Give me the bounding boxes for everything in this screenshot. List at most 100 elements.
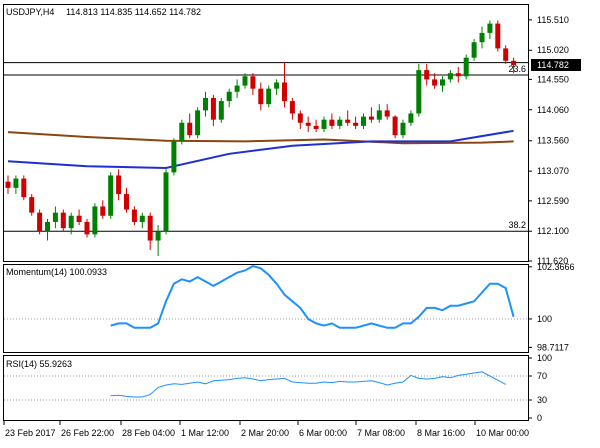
candle-body [100, 206, 106, 216]
x-tick-label: 7 Mar 08:00 [357, 428, 405, 438]
candle-body [218, 101, 224, 120]
price-y-tick-label: 112.100 [537, 226, 569, 236]
candle-body [147, 215, 153, 241]
candle-body [361, 116, 366, 126]
candle-body [21, 178, 27, 198]
candle-body [289, 101, 295, 114]
current-price-label: 114.782 [537, 60, 569, 70]
x-tick-label: 8 Mar 16:00 [417, 428, 465, 438]
candle-body [250, 76, 256, 89]
price-y-tick-label: 114.060 [537, 105, 569, 115]
candle-body [210, 97, 216, 120]
candle-body [274, 82, 280, 89]
x-tick-label: 28 Feb 04:00 [122, 428, 175, 438]
candle-body [384, 110, 390, 117]
candle-body [163, 172, 169, 232]
candle-body [68, 215, 74, 229]
candle-body [84, 221, 90, 235]
x-tick-label: 1 Mar 12:00 [181, 428, 229, 438]
candle-body [416, 70, 422, 114]
price-panel-ohlc-header: 114.813 114.835 114.652 114.782 [66, 7, 201, 17]
rsi-y-tick-label: 30 [537, 395, 547, 405]
rsi-y-tick-label: 70 [537, 371, 547, 381]
fib-level-label: 23.6 [508, 64, 526, 74]
rsi-panel-title: RSI(14) 55.9263 [6, 359, 72, 369]
candle-body [92, 206, 98, 235]
candle-body [297, 113, 303, 123]
price-y-tick-label: 114.550 [537, 74, 569, 84]
price-y-tick-label: 115.510 [537, 15, 569, 25]
candle-body [392, 116, 398, 136]
candle-body [471, 42, 477, 58]
candle-body [52, 212, 58, 222]
momentum-panel-title: Momentum(14) 100.0933 [6, 267, 107, 277]
fib-level-label: 38.2 [508, 220, 526, 230]
price-y-tick-label: 113.070 [537, 166, 569, 176]
price-y-tick-label: 111.620 [537, 256, 568, 266]
candle-body [329, 119, 335, 126]
candle-body [321, 119, 327, 129]
candle-body [37, 212, 43, 232]
candle-body [116, 175, 122, 195]
candle-body [353, 122, 359, 126]
candle-body [447, 73, 453, 80]
candle-body [45, 221, 50, 232]
candle-body [187, 122, 193, 136]
candle-body [108, 175, 114, 216]
price-panel-title: USDJPY,H4 [6, 7, 54, 17]
price-y-tick-label: 112.590 [537, 196, 569, 206]
candle-body [305, 122, 311, 126]
candle-body [5, 181, 11, 188]
momentum-y-tick-label: 102.3666 [537, 262, 575, 272]
momentum-panel: 102.3666 100 98.7117 [4, 262, 575, 352]
candle-body [131, 209, 137, 222]
rsi-panel-frame [3, 355, 529, 421]
candle-body [266, 88, 272, 105]
price-y-tick-label: 115.020 [537, 45, 569, 55]
rsi-panel: 100 70 30 0 [4, 353, 552, 423]
x-tick-label: 2 Mar 20:00 [241, 428, 289, 438]
candle-body [408, 113, 414, 123]
candle-body [487, 23, 493, 33]
candle-body [76, 215, 82, 222]
candle-body [234, 85, 240, 92]
price-panel-frame [3, 4, 529, 262]
candle-body [313, 125, 319, 129]
rsi-y-tick-label: 100 [537, 353, 552, 363]
candle-body [337, 119, 343, 126]
candle-body [400, 122, 406, 136]
x-axis: 23 Feb 2017 26 Feb 22:00 28 Feb 04:00 1 Mar… [3, 421, 529, 438]
momentum-panel-frame [3, 264, 529, 353]
price-y-tick-label: 113.560 [537, 136, 569, 146]
rsi-line [110, 371, 506, 398]
rsi-y-tick-label: 0 [537, 413, 542, 423]
candle-body [282, 82, 287, 102]
candle-body [455, 73, 461, 77]
x-tick-label: 26 Feb 22:00 [61, 428, 114, 438]
moving-average-line [7, 131, 514, 145]
candle-body [463, 57, 469, 77]
moving-average-line [7, 129, 514, 170]
price-panel: 115.510 115.020 114.550 114.060 113.560 113.0… [4, 15, 581, 266]
x-tick-label: 6 Mar 00:00 [299, 428, 347, 438]
momentum-y-tick-label: 98.7117 [537, 342, 569, 352]
candle-body [495, 23, 501, 49]
candle-body [376, 110, 382, 120]
x-tick-label: 23 Feb 2017 [5, 428, 56, 438]
candle-body [124, 194, 129, 210]
candle-body [479, 32, 485, 43]
candle-body [155, 231, 161, 241]
candle-body [432, 79, 438, 86]
candle-body [195, 110, 201, 136]
current-price-box [531, 59, 581, 72]
candle-body [60, 212, 66, 229]
momentum-y-tick-label: 100 [537, 314, 552, 324]
candle-body [226, 91, 232, 102]
candle-body [179, 122, 185, 142]
candle-body [503, 48, 509, 61]
candle-body [13, 178, 19, 188]
candle-body [242, 76, 248, 86]
candle-body [424, 70, 430, 80]
